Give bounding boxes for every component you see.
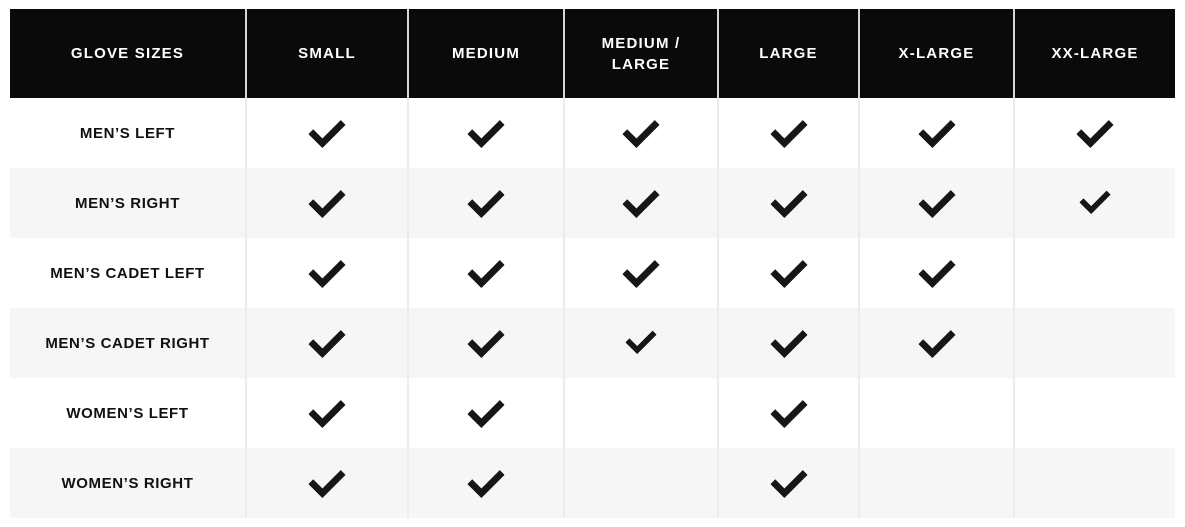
check-icon xyxy=(308,110,346,148)
check-icon xyxy=(769,320,808,358)
availability-cell xyxy=(563,378,717,448)
table-row: WOMEN’S RIGHT xyxy=(10,448,1175,518)
check-icon xyxy=(467,460,505,498)
availability-cell xyxy=(858,168,1013,238)
availability-cell xyxy=(407,168,563,238)
availability-cell xyxy=(1013,238,1175,308)
availability-cell xyxy=(563,448,717,518)
check-icon xyxy=(467,250,505,288)
check-icon xyxy=(1079,182,1111,214)
column-header-xx-large: XX-LARGE xyxy=(1013,9,1175,98)
check-icon xyxy=(917,320,956,358)
availability-cell xyxy=(717,238,858,308)
availability-cell xyxy=(407,238,563,308)
availability-cell xyxy=(717,308,858,378)
availability-cell xyxy=(407,98,563,168)
availability-cell xyxy=(858,238,1013,308)
row-label-womens-left: WOMEN’S LEFT xyxy=(66,404,189,422)
availability-cell xyxy=(407,378,563,448)
table-row: MEN’S CADET LEFT xyxy=(10,238,1175,308)
check-icon xyxy=(917,180,956,218)
availability-cell xyxy=(563,168,717,238)
header-row: GLOVE SIZES SMALL MEDIUM MEDIUM / LARGE … xyxy=(10,9,1175,98)
column-header-medium: MEDIUM xyxy=(407,9,563,98)
check-icon xyxy=(467,110,505,148)
availability-cell xyxy=(245,448,407,518)
table-row: MEN’S RIGHT xyxy=(10,168,1175,238)
column-header-glove-sizes: GLOVE SIZES xyxy=(10,9,245,98)
table-row: MEN’S CADET RIGHT xyxy=(10,308,1175,378)
availability-cell xyxy=(245,378,407,448)
availability-cell xyxy=(245,238,407,308)
table-row: WOMEN’S LEFT xyxy=(10,378,1175,448)
check-icon xyxy=(769,460,808,498)
glove-size-chart: GLOVE SIZES SMALL MEDIUM MEDIUM / LARGE … xyxy=(10,9,1175,518)
availability-cell xyxy=(1013,448,1175,518)
check-icon xyxy=(769,390,808,428)
row-label-womens-right: WOMEN’S RIGHT xyxy=(61,474,194,492)
check-icon xyxy=(308,390,346,428)
check-icon xyxy=(917,250,956,288)
availability-cell xyxy=(717,448,858,518)
availability-cell xyxy=(858,448,1013,518)
table-body: MEN’S LEFT MEN’S RIGHT MEN’S CADET LEFT xyxy=(10,98,1175,518)
check-icon xyxy=(769,180,808,218)
availability-cell xyxy=(1013,308,1175,378)
availability-cell xyxy=(858,308,1013,378)
availability-cell xyxy=(858,378,1013,448)
row-label-mens-cadet-left: MEN’S CADET LEFT xyxy=(50,264,205,282)
availability-cell xyxy=(717,98,858,168)
check-icon xyxy=(1076,110,1114,148)
check-icon xyxy=(625,322,657,354)
check-icon xyxy=(467,320,505,358)
check-icon xyxy=(308,180,346,218)
availability-cell xyxy=(858,98,1013,168)
check-icon xyxy=(622,110,660,148)
check-icon xyxy=(622,180,660,218)
row-label-mens-left: MEN’S LEFT xyxy=(79,124,176,142)
check-icon xyxy=(769,250,808,288)
availability-cell xyxy=(1013,168,1175,238)
check-icon xyxy=(308,460,346,498)
availability-cell xyxy=(407,448,563,518)
check-icon xyxy=(308,250,346,288)
column-header-small: SMALL xyxy=(245,9,407,98)
table-row: MEN’S LEFT xyxy=(10,98,1175,168)
column-header-medium-large: MEDIUM / LARGE xyxy=(563,9,717,98)
check-icon xyxy=(769,110,808,148)
availability-cell xyxy=(563,98,717,168)
column-header-x-large: X-LARGE xyxy=(858,9,1013,98)
availability-cell xyxy=(717,378,858,448)
check-icon xyxy=(917,110,956,148)
availability-cell xyxy=(563,308,717,378)
availability-cell xyxy=(245,98,407,168)
availability-cell xyxy=(563,238,717,308)
check-icon xyxy=(308,320,346,358)
availability-cell xyxy=(1013,378,1175,448)
availability-cell xyxy=(1013,98,1175,168)
check-icon xyxy=(467,180,505,218)
availability-cell xyxy=(407,308,563,378)
availability-cell xyxy=(717,168,858,238)
check-icon xyxy=(467,390,505,428)
check-icon xyxy=(622,250,660,288)
availability-cell xyxy=(245,168,407,238)
column-header-large: LARGE xyxy=(717,9,858,98)
row-label-mens-right: MEN’S RIGHT xyxy=(75,194,180,212)
row-label-mens-cadet-right: MEN’S CADET RIGHT xyxy=(45,334,210,352)
availability-cell xyxy=(245,308,407,378)
